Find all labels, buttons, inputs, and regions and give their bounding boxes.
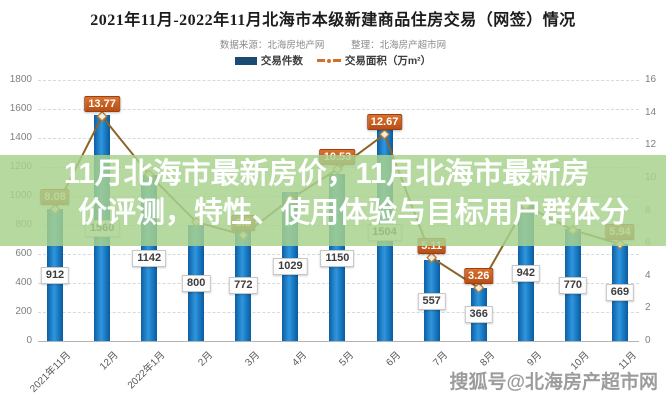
bar-value-label: 557 [417,292,446,310]
line-series-swatch-icon [316,58,341,63]
chart-legend: 交易件数 交易面积（万m²） [0,53,666,68]
overlay-headline-line2: 价评测，特性、使用体验与目标用户群体分 [78,197,630,229]
bar-value-label: 366 [464,306,493,324]
right-axis-tick: 2 [645,302,651,314]
gridline [38,80,639,81]
x-axis-label: 8月 [478,349,498,369]
bar-value-label: 800 [182,275,211,292]
legend-item: 交易面积（万m²） [316,53,432,68]
bar-value-label: 942 [511,264,540,282]
bar-value-label: 1029 [273,258,308,276]
x-axis-label: 5月 [337,349,357,369]
right-axis-tick: 4 [645,269,651,281]
x-axis-label: 7月 [431,349,451,369]
legend-label: 交易件数 [260,55,303,67]
gridline [38,138,639,139]
right-axis-tick: 0 [645,335,651,346]
line-value-label: 13.77 [84,96,120,113]
x-axis-label: 2月 [196,349,215,369]
overlay-band: 11月北海市最新房价，11月北海市最新房 价评测，特性、使用体验与目标用户群体分 [0,155,666,246]
bar-value-label: 770 [558,277,588,295]
organizer-label: 整理：北海房产超市网 [351,40,447,51]
watermark: 搜狐号@北海房产超市网 [449,372,658,393]
bar-value-label: 1142 [132,250,167,268]
bar-value-label: 912 [40,266,70,284]
bar-value-label: 772 [229,277,258,295]
legend-item: 交易件数 [234,53,303,68]
x-axis-label: 3月 [243,349,262,369]
left-axis-tick: 400 [15,277,32,288]
left-axis-tick: 200 [15,306,32,317]
chart-title: 2021年11月-2022年11月北海市本级新建商品住房交易（网签）情况 [90,12,576,29]
bar-value-label: 669 [605,284,635,302]
left-axis-tick: 600 [15,248,32,259]
x-axis-label: 2022年1月 [126,349,168,392]
gridline [38,341,639,342]
bar-value-label: 1150 [320,249,355,267]
source-row: 数据来源：北海房地产网 整理：北海房产超市网 [0,37,666,51]
data-source-label: 数据来源：北海房地产网 [219,40,325,51]
x-axis-label: 9月 [525,349,545,369]
left-axis-tick: 1800 [9,74,32,85]
x-axis-label: 6月 [384,349,404,369]
overlay-headline-line1: 11月北海市最新房价，11月北海市最新房 [64,158,590,190]
right-axis-tick: 12 [645,139,657,151]
left-axis-tick: 1400 [9,132,32,143]
left-axis-tick: 0 [26,335,32,346]
x-axis-label: 12月 [97,349,121,373]
line-value-label: 3.26 [464,267,494,284]
right-axis-tick: 14 [645,106,657,118]
bar-series-swatch-icon [234,56,257,65]
gridline [38,109,639,110]
line-value-label: 12.67 [366,114,403,131]
right-axis-tick: 16 [645,74,657,85]
x-axis-label: 4月 [290,349,310,369]
left-axis-tick: 1600 [9,103,32,114]
x-axis-label: 2021年11月 [28,349,74,395]
legend-label: 交易面积（万m²） [344,55,432,67]
